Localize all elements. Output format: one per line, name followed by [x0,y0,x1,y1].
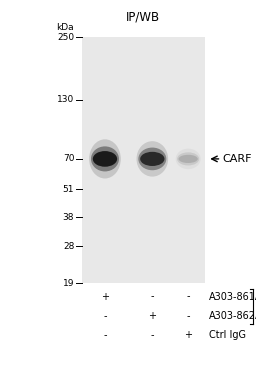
Text: -: - [151,292,154,301]
Text: 130: 130 [57,95,74,104]
Ellipse shape [177,152,199,166]
Text: -: - [103,330,107,340]
Ellipse shape [179,155,198,163]
Text: kDa: kDa [57,23,74,32]
Text: CARF: CARF [223,154,252,164]
Ellipse shape [91,146,119,172]
Ellipse shape [176,149,201,169]
Text: +: + [148,311,156,321]
Text: 38: 38 [63,213,74,222]
Text: A303-862A: A303-862A [209,311,256,321]
Ellipse shape [140,152,164,166]
Text: +: + [101,292,109,301]
Text: 51: 51 [63,185,74,194]
Text: 70: 70 [63,154,74,163]
Text: -: - [186,311,190,321]
Text: IP/WB: IP/WB [126,10,161,23]
Text: 250: 250 [57,33,74,42]
Ellipse shape [89,140,121,179]
Text: -: - [186,292,190,301]
Ellipse shape [93,151,117,167]
Text: -: - [103,311,107,321]
Text: A303-861A: A303-861A [209,292,256,301]
Text: 19: 19 [63,279,74,288]
Text: -: - [151,330,154,340]
Text: Ctrl IgG: Ctrl IgG [209,330,246,340]
Ellipse shape [136,141,168,177]
Ellipse shape [138,148,166,170]
Text: 28: 28 [63,242,74,251]
Text: +: + [184,330,192,340]
Bar [82,37,205,283]
